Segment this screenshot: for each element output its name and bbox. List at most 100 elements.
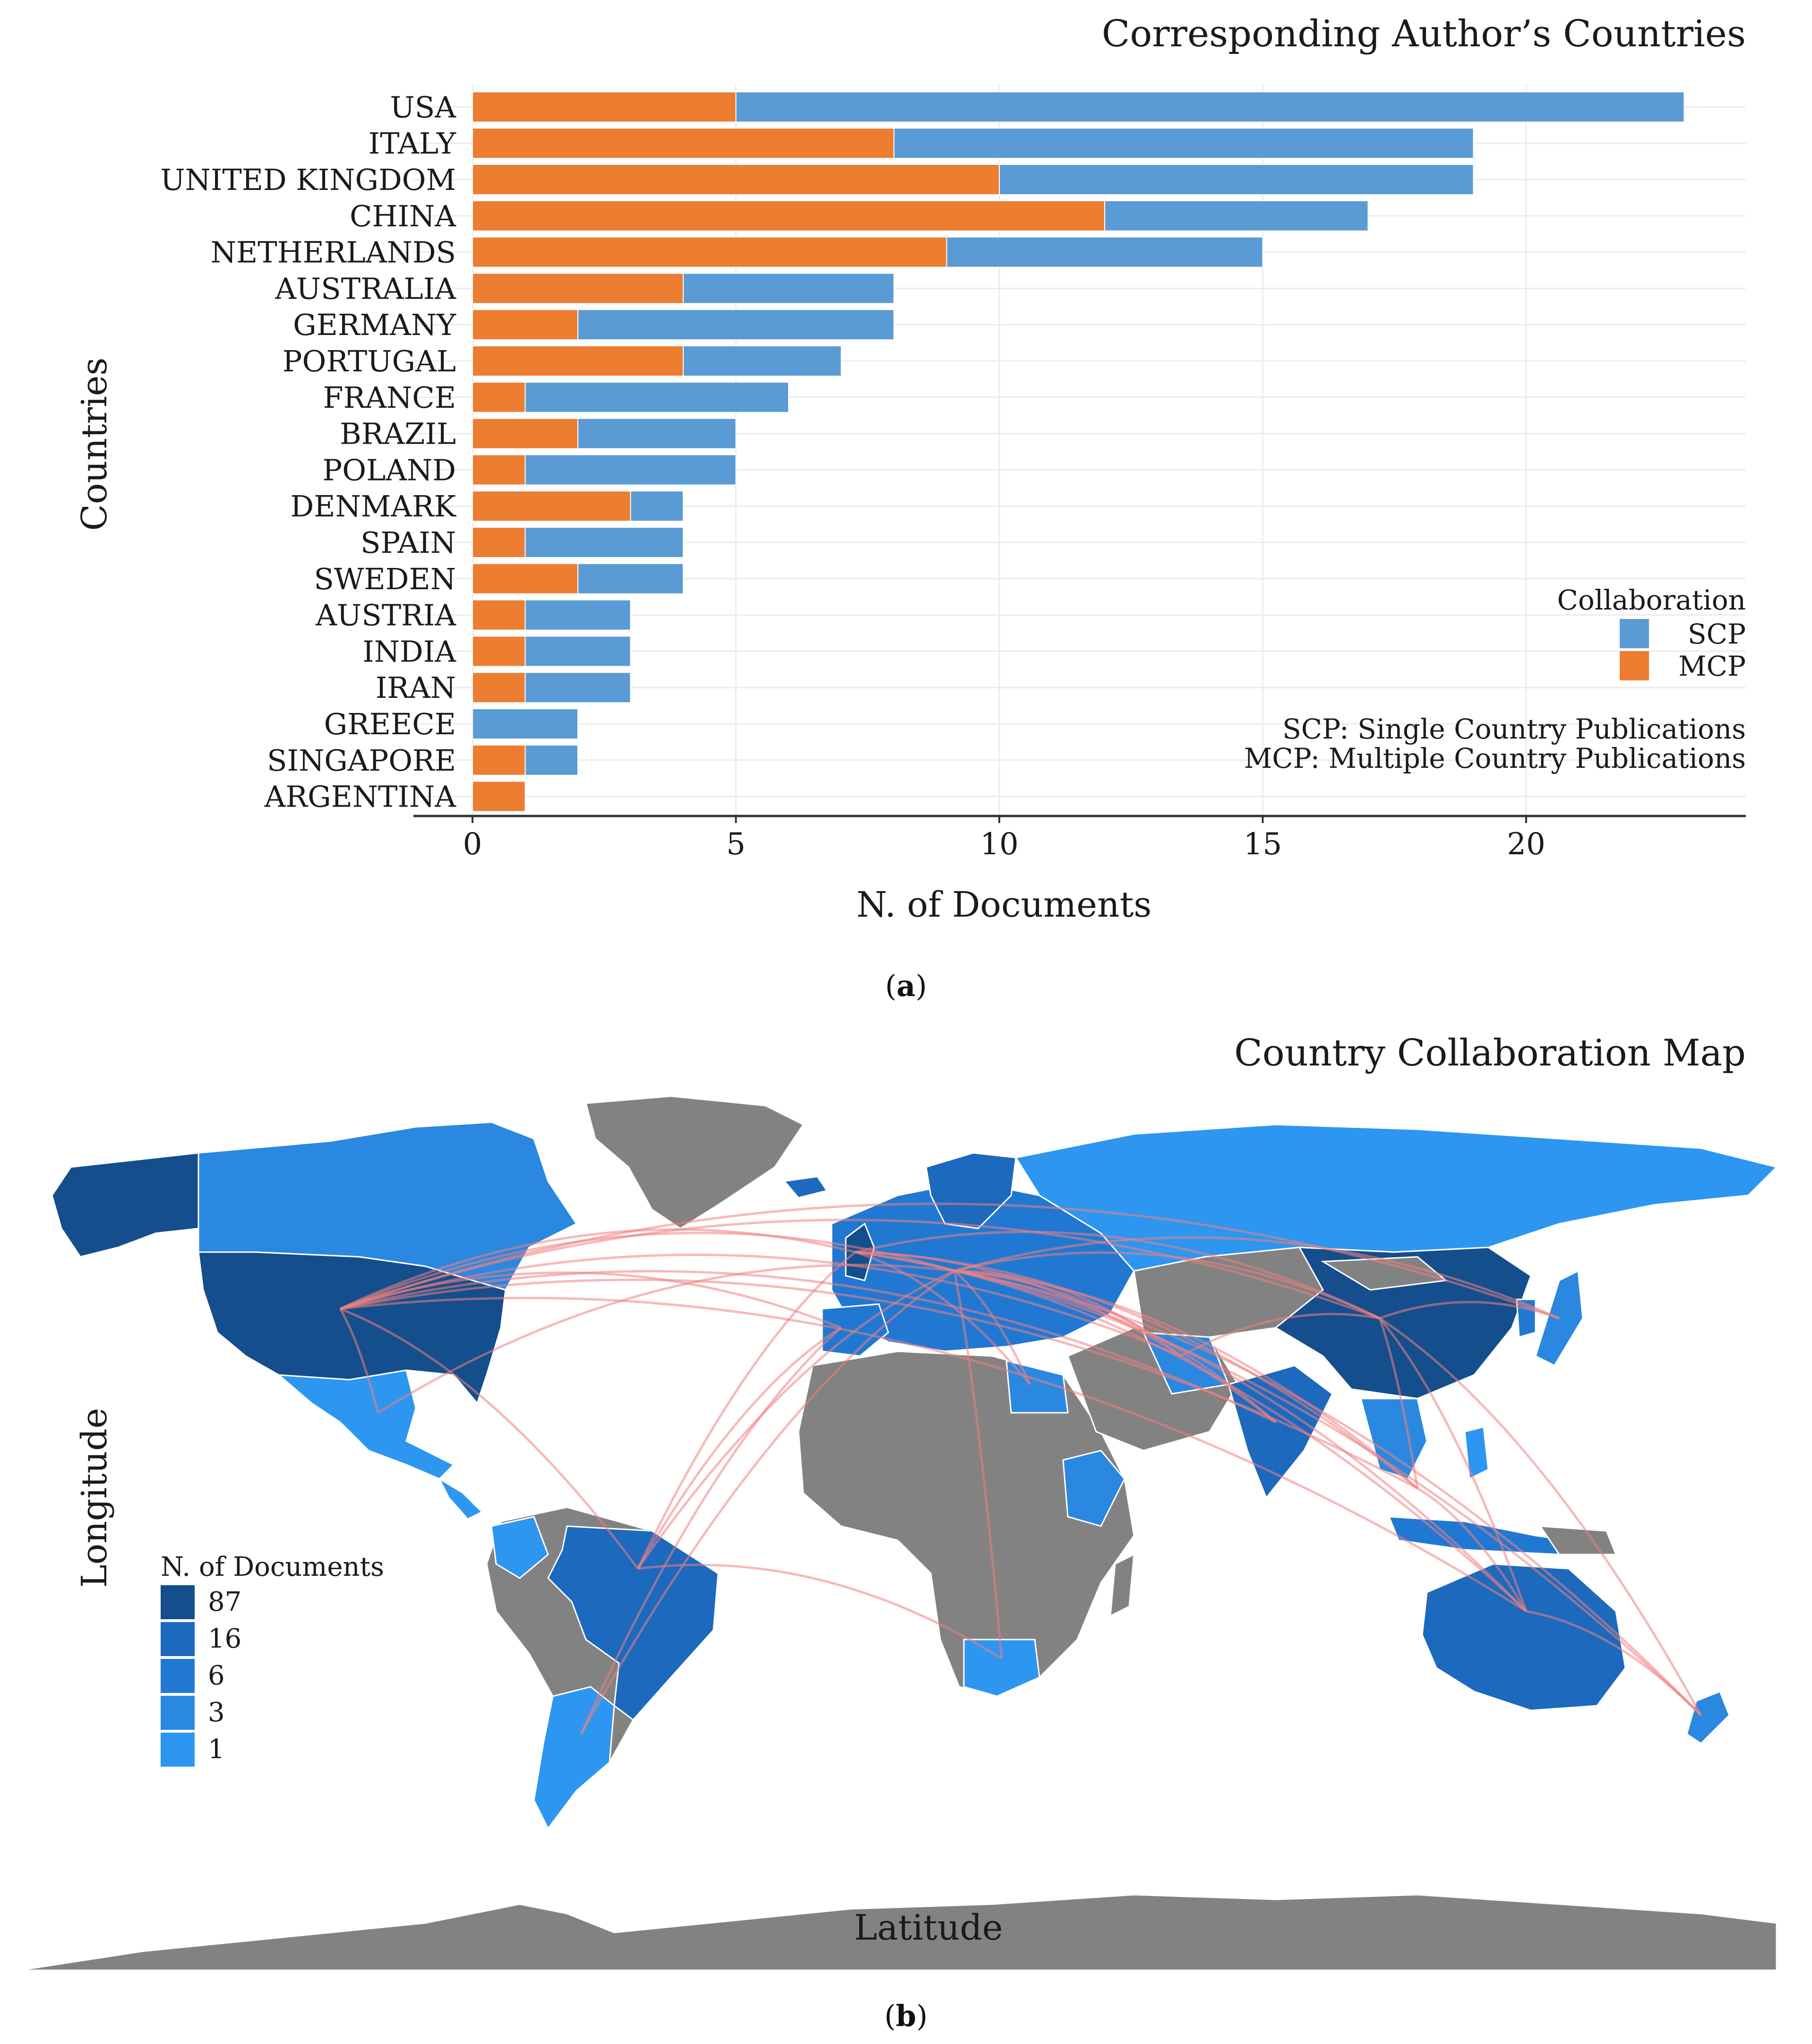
bar-mcp [472,744,526,776]
collaboration-link [954,1251,1381,1320]
map-legend-label: 6 [208,1660,225,1691]
category-label: PORTUGAL [283,344,456,378]
collaboration-link [954,1270,1702,1716]
map-legend-label: 1 [208,1734,225,1765]
map-legend-swatch [161,1622,195,1656]
bar-scp [524,636,631,667]
iceland [783,1176,828,1199]
collaboration-link [340,1297,1527,1613]
map-legend-title: N. of Documents [161,1552,384,1582]
collaboration-link [1379,1317,1528,1612]
collaboration-link [954,1270,1418,1489]
category-label: ITALY [369,126,456,161]
bar-mcp [472,490,631,522]
madagascar [1109,1553,1135,1617]
bar-mcp [472,418,578,449]
x-tick-label: 15 [1244,827,1282,862]
bar-scp [999,164,1474,195]
collaboration-link [1378,1318,1419,1489]
category-label: ARGENTINA [264,780,457,814]
category-label: SWEDEN [314,562,456,596]
collaboration-link [1379,1317,1702,1716]
collaboration-link [953,1271,1003,1659]
collaboration-link [636,1326,842,1570]
collaboration-link [340,1202,1560,1320]
russia [1014,1124,1778,1272]
legend-label-mcp: MCP [1678,650,1746,682]
collaboration-link [340,1254,1182,1357]
bar-scp [577,309,894,341]
bar-scp [893,128,1474,159]
bar-mcp [472,236,947,268]
bar-scp [683,345,842,377]
bar-mcp [472,381,526,413]
category-label: INDIA [362,634,456,669]
chart-title: Corresponding Author’s Countries [1102,13,1746,55]
collaboration-link [339,1308,379,1413]
bar-scp [735,91,1685,123]
map-legend-label: 3 [208,1697,225,1728]
map-y-label: Longitude [74,1408,115,1588]
map-x-label: Latitude [854,1907,1003,1948]
bar-mcp [472,563,578,594]
category-label: GREECE [324,707,456,741]
category-label: AUSTRALIA [275,271,456,306]
note-scp: SCP: Single Country Publications [1282,713,1746,745]
x-tick-label: 10 [980,827,1018,862]
bar-scp [524,527,684,558]
bar-mcp [472,200,1105,232]
collaboration-link [1379,1301,1560,1320]
colombia [490,1516,549,1579]
collaboration-link [340,1271,842,1329]
collaboration-link [636,1251,856,1570]
collaboration-link [340,1219,1380,1320]
note-mcp: MCP: Multiple Country Publications [1244,742,1746,774]
collaboration-link [580,1270,955,1735]
antarctica [18,1894,1778,1971]
collaboration-link [340,1307,639,1570]
collaboration-links [339,1202,1702,1735]
bar-mcp [472,781,526,812]
x-tick-label: 0 [463,827,482,862]
mexico [276,1369,455,1480]
map-legend-swatch [161,1659,195,1693]
bar-scp [524,599,631,631]
collaboration-link [855,1251,1031,1385]
collaboration-link [855,1230,1381,1320]
category-label: DENMARK [291,489,457,524]
category-label: IRAN [376,670,456,705]
collaboration-link [855,1251,1418,1489]
collaboration-link [377,1263,955,1414]
category-label: NETHERLANDS [211,235,456,270]
china [1274,1246,1532,1400]
collaboration-link [954,1270,1527,1612]
category-label: CHINA [350,199,456,233]
greenland [585,1095,805,1229]
bar-mcp [472,273,684,304]
east-africa [1062,1450,1125,1527]
legend-swatch-mcp [1620,651,1649,680]
bar-scp [1104,200,1369,232]
bar-mcp [472,164,1000,195]
collaboration-link [1417,1487,1528,1612]
philippines [1464,1426,1489,1480]
bar-mcp [472,454,526,486]
caption-a: (a) [885,969,927,1003]
collaboration-link [1180,1313,1380,1357]
bar-scp [524,454,737,486]
map-legend-swatch [161,1733,195,1767]
bar-scp [577,563,684,594]
bar-mcp [472,128,894,159]
caption-b: (b) [884,1999,928,2033]
collaboration-link [580,1327,842,1735]
bar-mcp [472,636,526,667]
bar-scp [472,708,578,739]
bar-scp [524,744,578,776]
legend-title: Collaboration [1557,584,1746,616]
y-axis-label: Countries [74,357,115,531]
x-tick-label: 20 [1507,827,1545,862]
australia [1421,1563,1626,1711]
alaska [51,1152,199,1258]
bar-scp [524,381,789,413]
